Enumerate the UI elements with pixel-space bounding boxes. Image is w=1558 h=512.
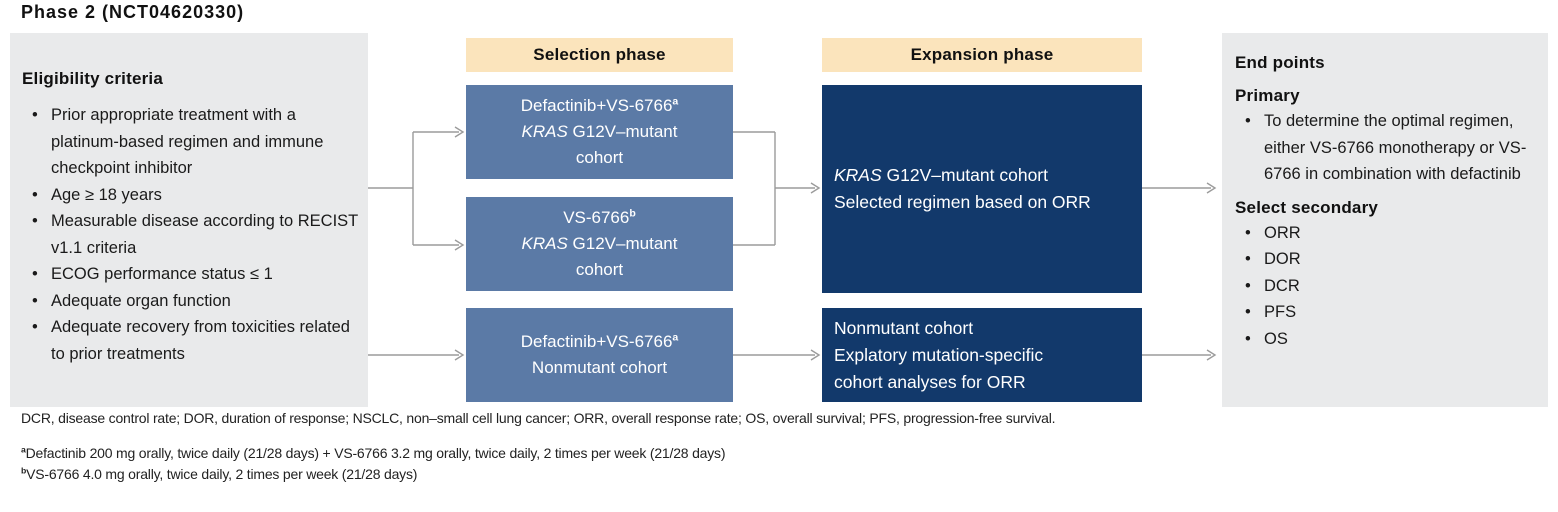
eligibility-panel: Eligibility criteria Prior appropriate t… <box>10 33 368 407</box>
endpoints-secondary-item: DOR <box>1245 246 1538 273</box>
endpoints-secondary-list: ORR DOR DCR PFS OS <box>1235 220 1538 353</box>
box-line: cohort <box>575 260 624 279</box>
box-line: Nonmutant cohort <box>834 317 974 338</box>
footnote-a: aDefactinib 200 mg orally, twice daily (… <box>21 444 726 461</box>
eligibility-list: Prior appropriate treatment with a plati… <box>22 102 358 367</box>
footnote-b: bVS-6766 4.0 mg orally, twice daily, 2 t… <box>21 465 418 482</box>
endpoints-secondary-item: DCR <box>1245 273 1538 300</box>
arrowhead-icon <box>1206 349 1217 361</box>
selection-box-vs6766-kras: VS-6766b KRAS G12V–mutant cohort <box>466 197 733 291</box>
box-line: Defactinib+VS-6766a <box>520 331 679 351</box>
footnote-marker: b <box>629 207 636 220</box>
footnote-marker: a <box>672 331 679 344</box>
gene-name: KRAS <box>521 122 568 141</box>
endpoints-heading: End points <box>1235 53 1325 72</box>
footnote-marker: a <box>672 95 679 108</box>
endpoints-secondary-item: OS <box>1245 326 1538 353</box>
endpoints-primary-list: To determine the optimal regimen, either… <box>1235 108 1538 188</box>
eligibility-item: Age ≥ 18 years <box>32 182 358 209</box>
expansion-box-nonmutant: Nonmutant cohort Explatory mutation-spec… <box>822 308 1142 402</box>
selection-box-defactinib-vs6766-kras: Defactinib+VS-6766a KRAS G12V–mutant coh… <box>466 85 733 179</box>
box-line: KRAS G12V–mutant <box>521 234 678 253</box>
figure-title: Phase 2 (NCT04620330) <box>21 2 245 22</box>
eligibility-item: Measurable disease according to RECIST v… <box>32 208 358 261</box>
box-line: VS-6766b <box>563 207 636 227</box>
expansion-box-kras-mutant: KRAS G12V–mutant cohort Selected regimen… <box>822 85 1142 293</box>
gene-name: KRAS <box>521 234 568 253</box>
selection-phase-header: Selection phase <box>466 38 733 72</box>
box-line: KRAS G12V–mutant cohort <box>834 165 1049 185</box>
abbreviations-note: DCR, disease control rate; DOR, duration… <box>21 410 1056 426</box>
box-line: Selected regimen based on ORR <box>834 192 1091 212</box>
arrowhead-icon <box>810 349 821 361</box>
box-line: cohort analyses for ORR <box>834 371 1026 392</box>
endpoints-panel: End points Primary To determine the opti… <box>1222 33 1548 407</box>
gene-name: KRAS <box>834 165 882 185</box>
box-line: cohort <box>575 148 624 167</box>
box-line: KRAS G12V–mutant <box>521 122 678 141</box>
endpoints-secondary-item: PFS <box>1245 299 1538 326</box>
eligibility-item: Prior appropriate treatment with a plati… <box>32 102 358 182</box>
eligibility-item: ECOG performance status ≤ 1 <box>32 261 358 288</box>
arrowhead-icon <box>454 126 465 138</box>
box-line: Defactinib+VS-6766a <box>520 95 679 115</box>
expansion-phase-header: Expansion phase <box>822 38 1142 72</box>
endpoints-secondary-heading: Select secondary <box>1235 197 1379 217</box>
endpoints-primary-heading: Primary <box>1235 86 1300 105</box>
footnote-marker: a <box>21 444 26 455</box>
arrowhead-icon <box>810 182 821 194</box>
endpoints-secondary-item: ORR <box>1245 220 1538 247</box>
eligibility-item: Adequate recovery from toxicities relate… <box>32 314 358 367</box>
footnote-marker: b <box>21 465 27 476</box>
arrowhead-icon <box>1206 182 1217 194</box>
arrowhead-icon <box>454 349 465 361</box>
endpoints-primary-item: To determine the optimal regimen, either… <box>1245 108 1538 188</box>
eligibility-item: Adequate organ function <box>32 288 358 315</box>
box-line: Explatory mutation-specific <box>834 344 1044 365</box>
arrowhead-icon <box>454 239 465 251</box>
eligibility-heading: Eligibility criteria <box>22 69 163 88</box>
selection-box-defactinib-vs6766-nonmutant: Defactinib+VS-6766a Nonmutant cohort <box>466 308 733 402</box>
box-line: Nonmutant cohort <box>531 358 668 377</box>
